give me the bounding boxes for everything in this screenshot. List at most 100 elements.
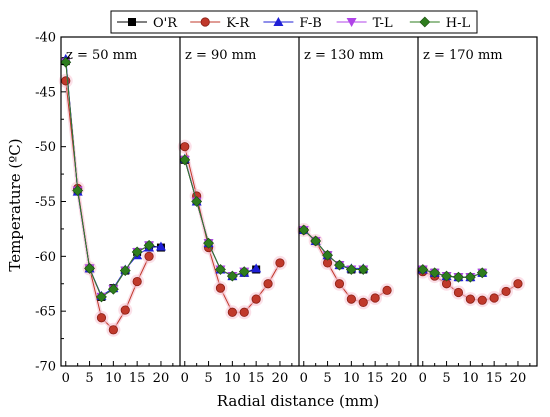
series-kr <box>415 264 525 308</box>
legend-label: O'R <box>153 16 178 31</box>
panels-layer: z = 50 mm z = 90 mm z = 130 mm z = 170 mm <box>58 48 525 337</box>
series-line <box>184 158 257 277</box>
x-tick-label: 20 <box>272 371 289 386</box>
panel-label: z = 170 mm <box>423 48 503 63</box>
legend: O'R K-R F-B T-L H-L <box>110 10 478 34</box>
data-point <box>334 259 345 271</box>
y-tick-label: -65 <box>35 305 56 320</box>
legend-marker <box>128 18 136 26</box>
data-point <box>358 297 368 307</box>
data-point <box>203 237 214 249</box>
legend-item-fb: F-B <box>263 16 322 31</box>
legend-item-hl: H-L <box>409 16 471 31</box>
data-point <box>501 286 511 297</box>
series-hl <box>179 154 250 282</box>
panel-label: z = 130 mm <box>304 48 384 63</box>
data-point <box>251 294 261 304</box>
x-tick-label: 0 <box>300 371 308 386</box>
data-point <box>143 239 155 251</box>
legend-label: T-L <box>373 16 393 31</box>
legend-label: K-R <box>226 16 250 31</box>
data-point <box>131 246 143 258</box>
series-hl <box>298 224 369 275</box>
data-point <box>298 224 310 236</box>
data-point <box>215 264 226 275</box>
y-tick-label: -60 <box>35 250 56 265</box>
panel-4: z = 170 mm <box>415 48 525 308</box>
data-point <box>417 264 429 275</box>
legend-label: H-L <box>446 16 471 31</box>
data-point <box>429 267 441 279</box>
panel-3: z = 130 mm <box>296 48 395 310</box>
x-tick-label: 0 <box>62 371 70 386</box>
y-tick-label: -55 <box>35 195 56 210</box>
x-tick-label: 0 <box>181 371 189 386</box>
series-hl <box>417 264 488 283</box>
data-point <box>489 293 499 303</box>
data-point <box>61 76 71 86</box>
legend-marker <box>200 17 210 27</box>
data-point <box>84 262 95 274</box>
legend-marker <box>273 17 284 26</box>
series-kr <box>296 223 395 310</box>
data-point <box>226 270 238 282</box>
series-hl <box>60 56 155 303</box>
x-tick-label: 10 <box>343 371 360 386</box>
y-tick-label: -50 <box>35 140 56 155</box>
data-point <box>238 266 250 278</box>
data-point <box>477 295 487 305</box>
data-point <box>263 279 273 289</box>
data-point <box>180 142 190 152</box>
y-tick-label: -40 <box>35 31 56 46</box>
data-point <box>215 283 226 293</box>
panel-1: z = 50 mm <box>58 48 166 337</box>
x-tick-label: 20 <box>391 371 408 386</box>
data-point <box>179 154 191 166</box>
legend-item-kr: K-R <box>190 16 250 31</box>
x-tick-label: 15 <box>486 371 503 386</box>
x-tick-label: 0 <box>419 371 427 386</box>
data-point <box>107 283 119 295</box>
data-point <box>72 185 84 196</box>
legend-item-tl: T-L <box>336 16 393 31</box>
data-point <box>513 279 523 289</box>
y-axis-title: Temperature (ºC) <box>6 138 24 271</box>
panel-label: z = 50 mm <box>66 48 137 63</box>
x-tick-label: 15 <box>248 371 265 386</box>
data-point <box>251 263 262 273</box>
x-tick-label: 15 <box>367 371 384 386</box>
panel-label: z = 90 mm <box>185 48 256 63</box>
data-point <box>96 291 107 303</box>
data-point <box>334 279 345 289</box>
x-tick-label: 5 <box>204 371 212 386</box>
series-line <box>184 159 257 277</box>
data-point <box>119 265 131 277</box>
data-point <box>357 264 369 275</box>
data-point <box>60 56 72 68</box>
y-tick-label: -70 <box>35 360 56 375</box>
data-point <box>132 276 142 287</box>
data-point <box>453 271 464 283</box>
axes-layer: 0 5 10 15 20 0 5 10 15 20 0 5 10 15 20 0 5 10 15 20-40-45-5… <box>35 31 538 386</box>
legend-label: F-B <box>299 16 321 31</box>
data-point <box>453 287 464 298</box>
data-point <box>108 325 118 335</box>
x-tick-label: 10 <box>462 371 479 386</box>
data-point <box>191 196 203 207</box>
series-kr <box>58 73 157 337</box>
data-point <box>120 305 130 315</box>
x-tick-label: 10 <box>224 371 241 386</box>
data-point <box>464 271 476 283</box>
x-tick-label: 20 <box>153 371 170 386</box>
panel-2: z = 90 mm <box>177 48 287 320</box>
data-point <box>476 267 488 279</box>
data-point <box>239 307 249 317</box>
data-point <box>465 294 475 304</box>
legend-box <box>110 10 478 34</box>
x-tick-label: 5 <box>323 371 331 386</box>
x-tick-label: 15 <box>129 371 146 386</box>
data-point <box>310 235 322 247</box>
data-point <box>155 241 166 251</box>
data-point <box>275 258 285 268</box>
